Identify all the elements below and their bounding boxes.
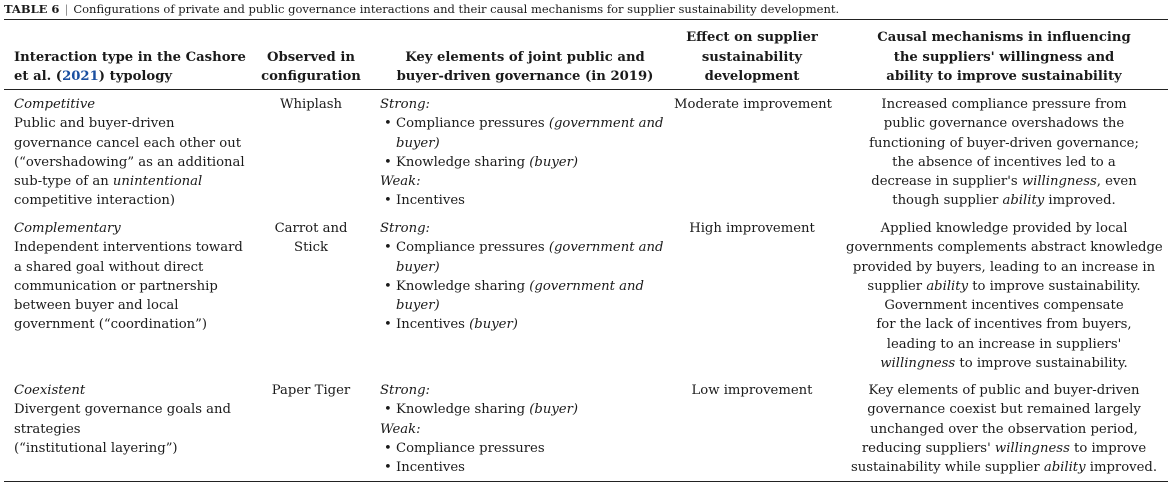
configuration-cell: Paper Tiger: [271, 383, 351, 398]
caption-text: Configurations of private and public gov…: [73, 2, 840, 16]
citation-link[interactable]: 2021: [62, 69, 99, 84]
table-header: Interaction type in the Cashore et al. (…: [4, 28, 1168, 88]
interaction-type-cell: Coexistent Divergent governance goals an…: [14, 383, 231, 456]
effect-cell: High improvement: [689, 221, 815, 236]
table-caption: TABLE 6 | Configurations of private and pu…: [4, 2, 1168, 16]
effect-cell: Low improvement: [691, 383, 813, 398]
effect-cell: Moderate improvement: [674, 97, 832, 112]
header-observed: Observed in configuration: [261, 49, 361, 85]
interaction-type-cell: Complementary Independent interventions …: [14, 221, 243, 333]
key-elements-cell: Strong: Compliance pressures (government…: [380, 219, 670, 335]
mechanism-cell: Key elements of public and buyer-driven …: [850, 383, 1158, 476]
header-effect: Effect on supplier sustainability develo…: [686, 30, 818, 84]
header-interaction-type: Interaction type in the Cashore et al. (…: [14, 49, 246, 85]
key-elements-cell: Strong: Compliance pressures (government…: [380, 95, 670, 211]
header-rule: [4, 89, 1168, 90]
header-key-elements: Key elements of joint public and buyer-d…: [396, 49, 654, 85]
key-elements-cell: Strong: Knowledge sharing (buyer) Weak: …: [380, 381, 670, 477]
mechanism-cell: Applied knowledge provided by local gove…: [846, 221, 1163, 372]
configuration-cell: Whiplash: [279, 97, 343, 112]
top-rule: [4, 19, 1168, 21]
caption-separator: |: [64, 2, 69, 16]
configuration-cell: Carrot and Stick: [274, 221, 348, 256]
table-label: TABLE 6: [4, 2, 60, 16]
mechanism-cell: Increased compliance pressure from publi…: [869, 97, 1139, 209]
header-causal-mechanisms: Causal mechanisms in influencing the sup…: [877, 30, 1131, 84]
bottom-rule: [4, 481, 1168, 483]
interaction-type-cell: Competitive Public and buyer-driven gove…: [14, 97, 245, 209]
